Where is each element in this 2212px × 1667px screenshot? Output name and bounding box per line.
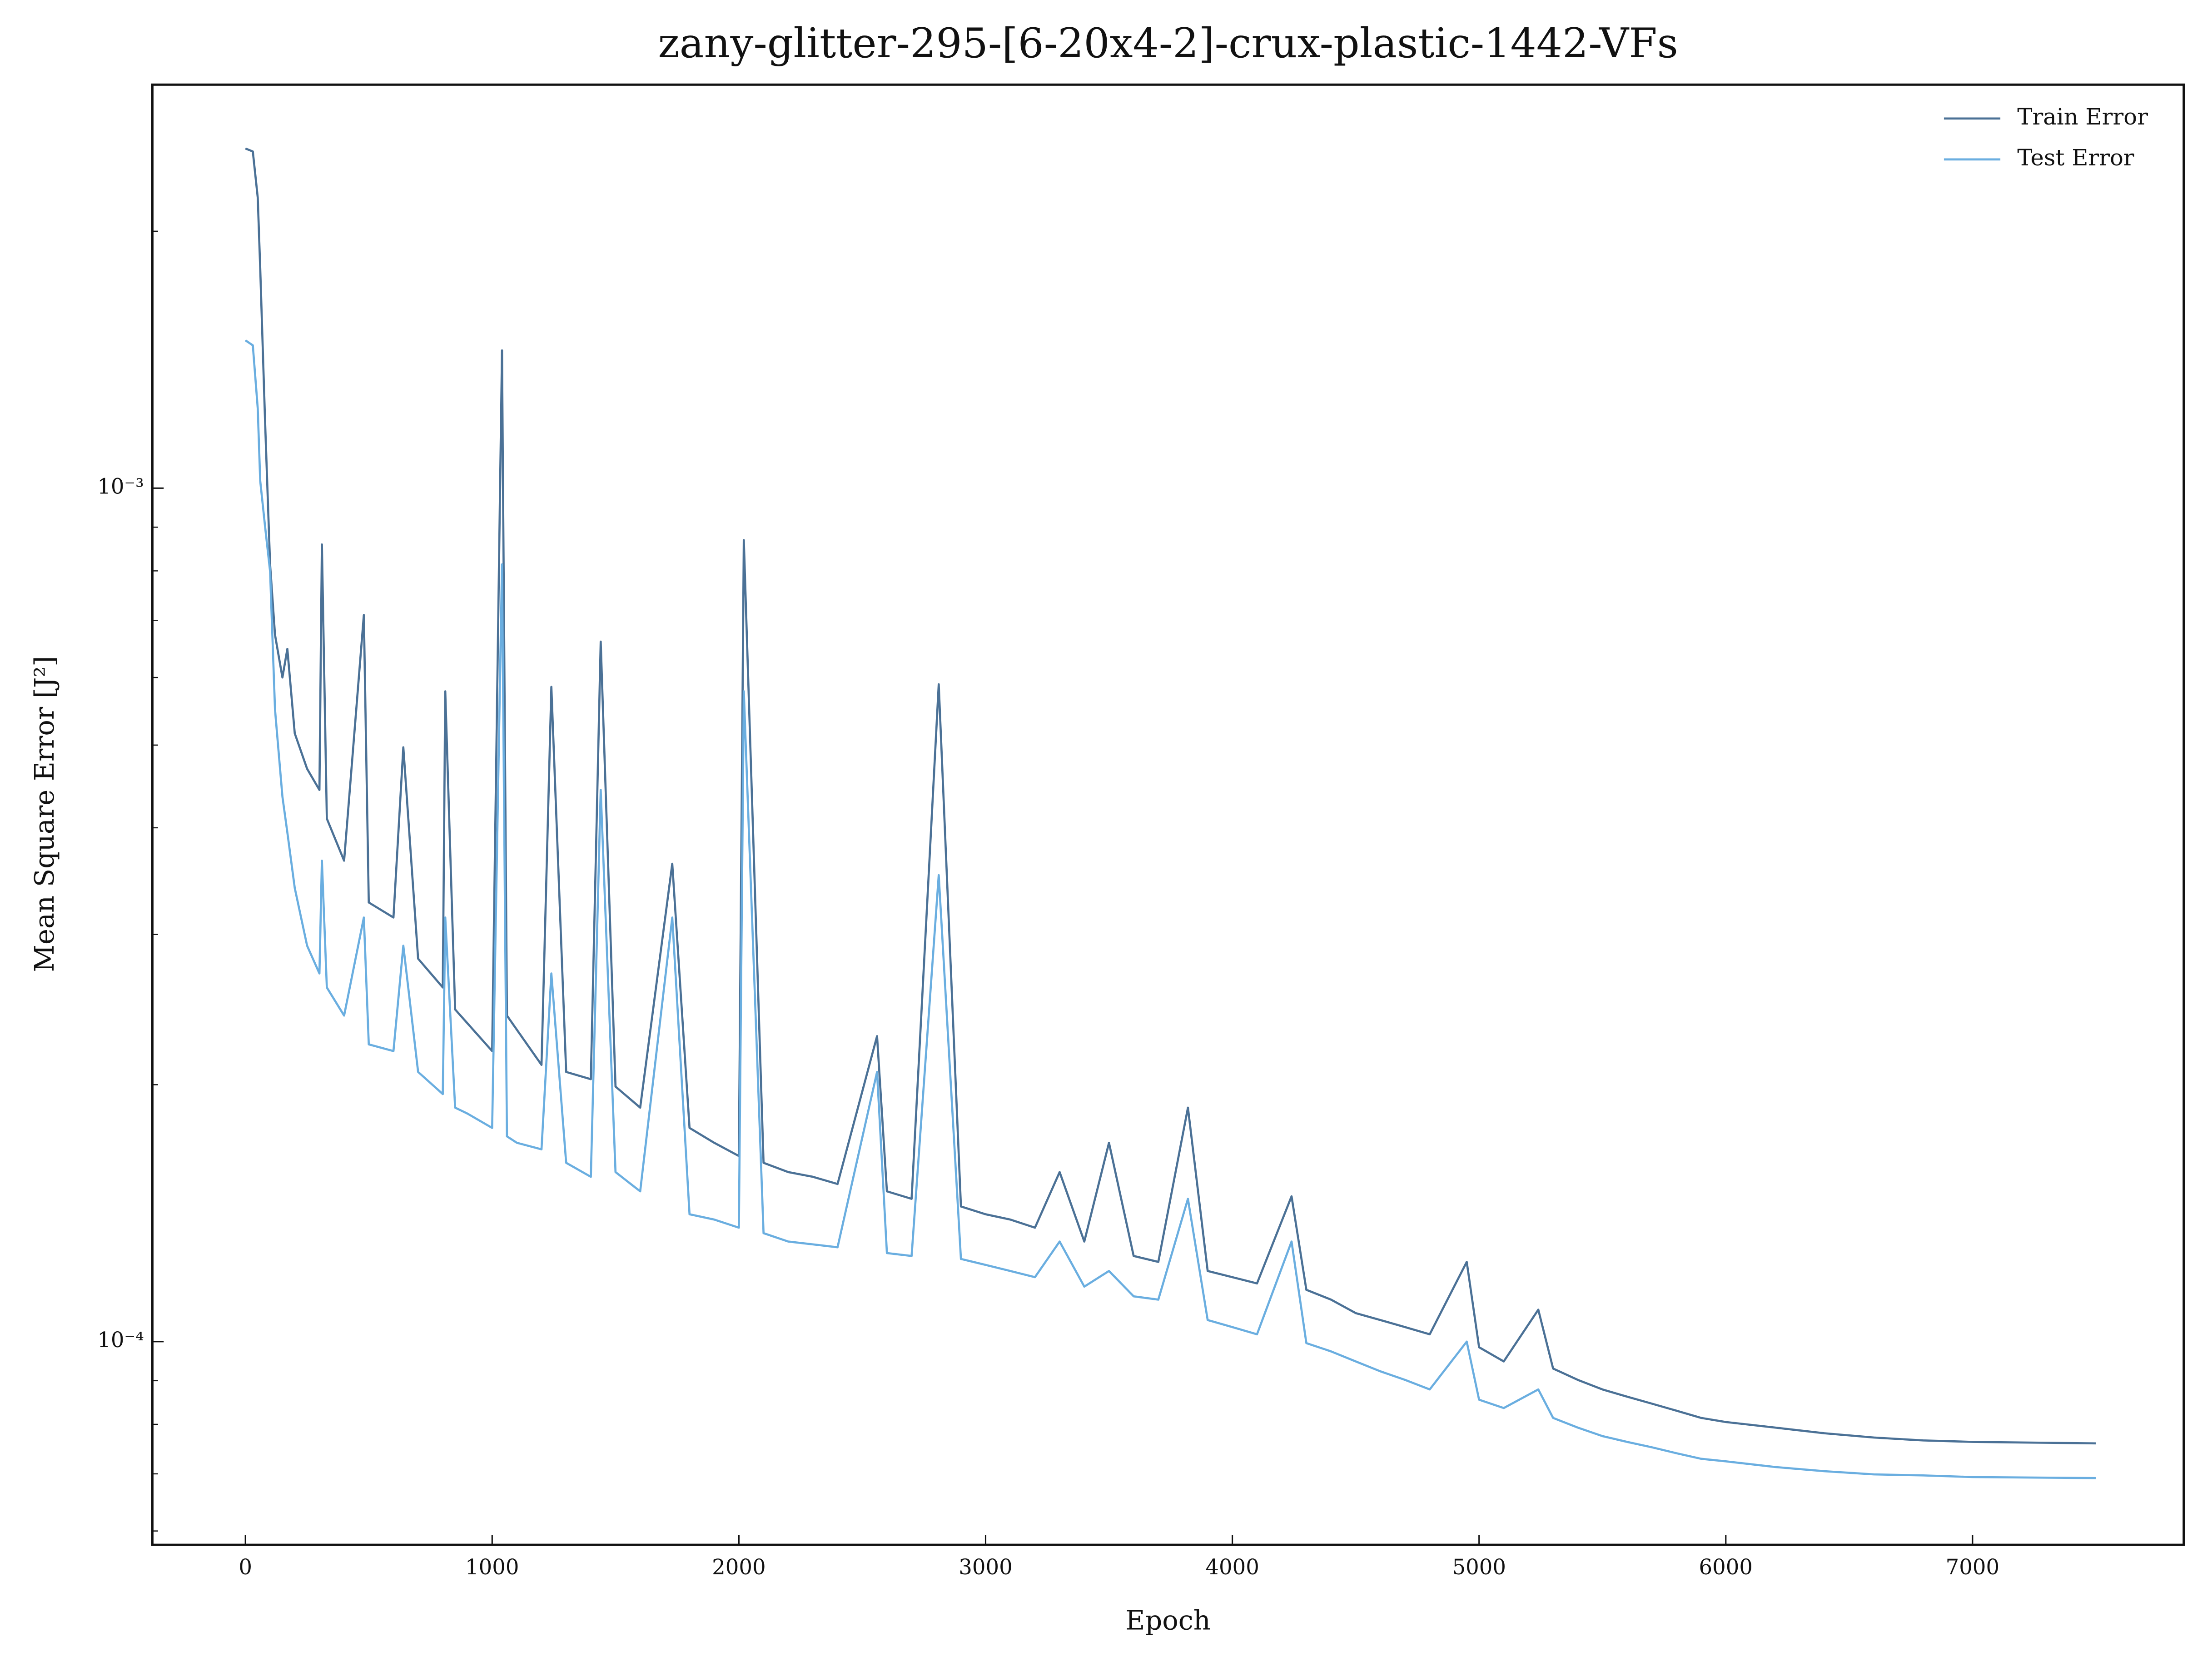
x-tick-label: 6000 (1699, 1555, 1753, 1579)
x-tick-label: 1000 (465, 1555, 519, 1579)
legend-label: Train Error (2017, 104, 2148, 130)
x-tick-label: 7000 (1946, 1555, 2000, 1579)
x-tick-label: 2000 (712, 1555, 766, 1579)
x-tick-label: 5000 (1452, 1555, 1506, 1579)
x-axis-label: Epoch (1125, 1604, 1210, 1636)
y-tick-label: 10⁻³ (97, 474, 144, 498)
y-axis-label: Mean Square Error [J²] (29, 656, 60, 972)
chart-title: zany-glitter-295-[6-20x4-2]-crux-plastic… (658, 20, 1678, 67)
x-tick-label: 3000 (959, 1555, 1013, 1579)
x-tick-label: 4000 (1205, 1555, 1259, 1579)
series-line (244, 339, 2096, 1479)
y-tick-label: 10⁻⁴ (97, 1328, 144, 1352)
plot-frame (151, 83, 2185, 1546)
x-tick-label: 0 (239, 1555, 252, 1579)
legend-label: Test Error (2017, 144, 2134, 171)
series-line (245, 147, 2096, 1445)
